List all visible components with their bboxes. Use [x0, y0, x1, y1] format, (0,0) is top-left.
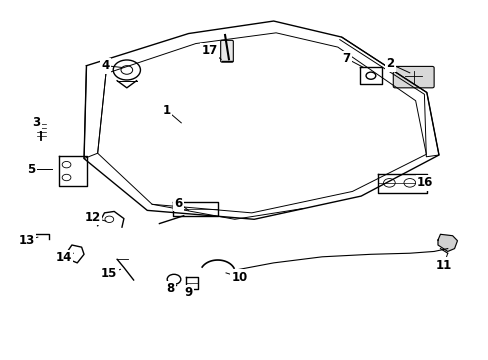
- Text: 11: 11: [435, 258, 451, 271]
- Text: 15: 15: [101, 267, 117, 280]
- Text: 5: 5: [27, 163, 36, 176]
- Text: 3: 3: [32, 116, 41, 129]
- FancyBboxPatch shape: [392, 66, 433, 88]
- Text: 8: 8: [166, 283, 174, 296]
- Text: 4: 4: [102, 59, 110, 72]
- Text: 12: 12: [84, 211, 101, 224]
- Text: 9: 9: [184, 286, 192, 299]
- Text: 14: 14: [55, 251, 72, 264]
- Text: 17: 17: [201, 44, 217, 57]
- Text: 1: 1: [163, 104, 170, 117]
- Polygon shape: [437, 234, 457, 251]
- Text: 16: 16: [416, 176, 433, 189]
- Text: 7: 7: [342, 52, 350, 65]
- Text: 13: 13: [19, 234, 35, 247]
- FancyBboxPatch shape: [220, 40, 233, 62]
- Text: 6: 6: [174, 197, 183, 210]
- Text: 2: 2: [386, 57, 394, 71]
- Text: 10: 10: [231, 271, 247, 284]
